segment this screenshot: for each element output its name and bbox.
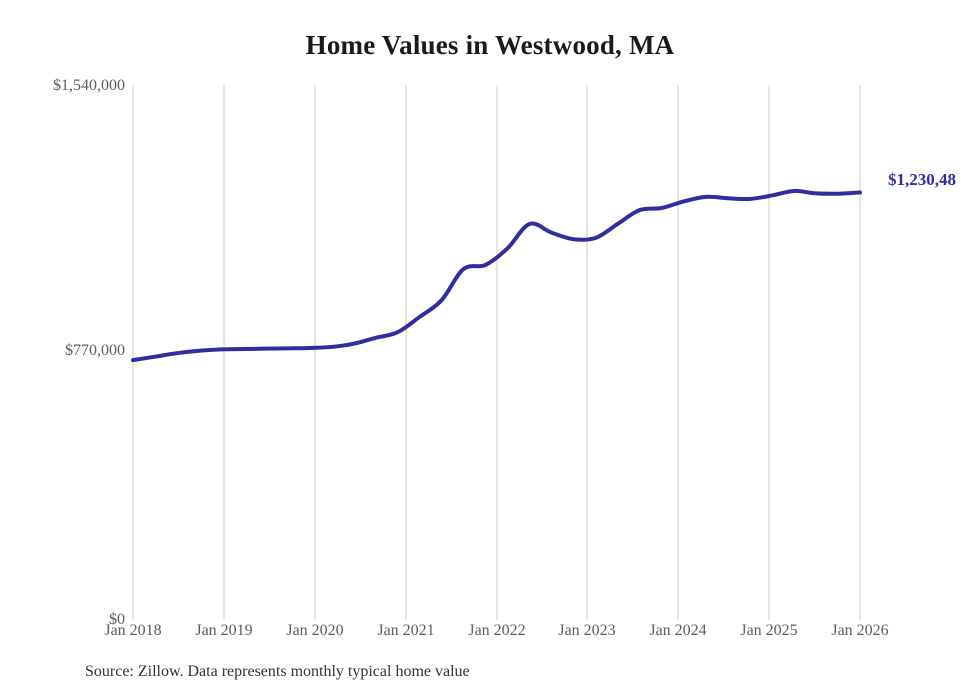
x-tick-label-2024: Jan 2024 — [649, 622, 707, 639]
x-tick-label-2026: Jan 2026 — [831, 622, 889, 639]
y-axis: $1,540,000 $770,000 $0 — [0, 0, 125, 699]
y-tick-label-mid: $770,000 — [65, 342, 125, 359]
x-tick-label-2025: Jan 2025 — [740, 622, 798, 639]
x-axis: Jan 2018 Jan 2019 Jan 2020 Jan 2021 Jan … — [0, 622, 980, 652]
source-caption: Source: Zillow. Data represents monthly … — [85, 663, 470, 680]
plot-area — [131, 85, 862, 620]
x-tick-label-2018: Jan 2018 — [104, 622, 162, 639]
x-tick-label-2019: Jan 2019 — [195, 622, 253, 639]
vertical-gridlines — [132, 85, 861, 620]
end-value-annotation: $1,230,48 — [888, 170, 956, 189]
x-tick-label-2023: Jan 2023 — [558, 622, 616, 639]
x-tick-label-2022: Jan 2022 — [468, 622, 526, 639]
chart-title: Home Values in Westwood, MA — [305, 30, 675, 60]
home-value-line — [131, 188, 862, 363]
x-tick-label-2021: Jan 2021 — [377, 622, 435, 639]
x-tick-label-2020: Jan 2020 — [286, 622, 344, 639]
y-tick-label-bottom: $0 — [109, 611, 125, 628]
y-tick-label-top: $1,540,000 — [53, 77, 125, 94]
chart-svg — [131, 85, 862, 620]
